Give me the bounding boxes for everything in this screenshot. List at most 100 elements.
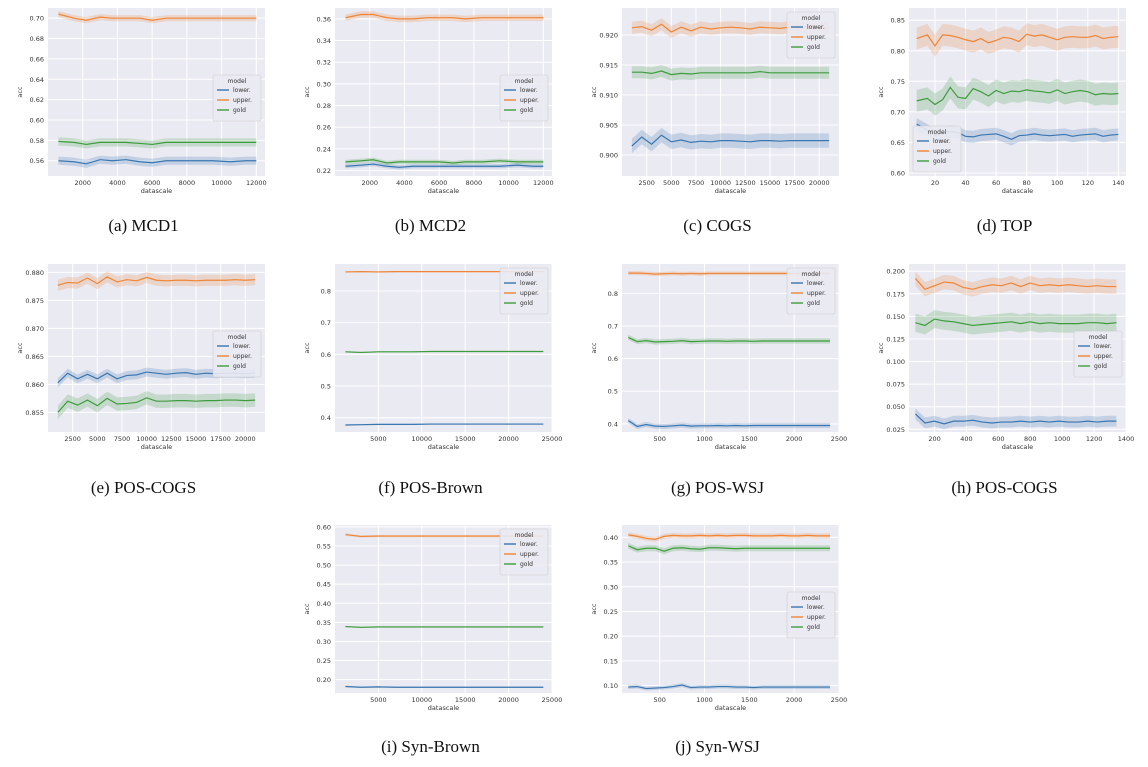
legend-title: model — [515, 271, 534, 278]
legend-label: lower. — [233, 87, 251, 94]
x-tick-label: 1000 — [696, 696, 713, 704]
x-tick-label: 7500 — [114, 435, 131, 443]
panel-mcd2: 0.22 0.24 0.26 0.28 0.30 0.32 0.34 0.36 2000 4000… — [287, 0, 574, 256]
x-tick-label: 500 — [653, 696, 665, 704]
series-line-lower — [627, 420, 831, 428]
y-tick-label: 0.920 — [599, 32, 618, 40]
legend-label: gold — [1094, 363, 1107, 370]
panel-syn-brown: 0.20 0.25 0.30 0.35 0.40 0.45 0.50 0.55 0.60 5000… — [287, 517, 574, 767]
x-tick-label: 4000 — [109, 179, 126, 187]
legend-title: model — [228, 78, 247, 85]
legend-label: upper. — [233, 97, 252, 104]
x-tick-label: 6000 — [431, 179, 448, 187]
x-tick-label: 12000 — [246, 179, 267, 187]
series-band-upper — [916, 23, 1119, 57]
y-tick-label: 0.36 — [317, 15, 331, 23]
x-tick-label: 140 — [1112, 179, 1124, 187]
y-tick-label: 0.200 — [886, 268, 905, 276]
x-tick-label: 20000 — [809, 179, 830, 187]
y-axis-label: acc — [16, 342, 24, 354]
x-axis-label: datascale — [141, 187, 172, 195]
legend-label: upper. — [807, 290, 826, 297]
chart-mcd1: 0.56 0.58 0.60 0.62 0.64 0.66 0.68 0.70 2000 4000… — [16, 8, 267, 195]
y-tick-label: 0.125 — [886, 335, 905, 343]
y-tick-label: 0.025 — [886, 426, 905, 434]
y-tick-label: 0.4 — [321, 414, 331, 422]
caption-pos-brown: (f) POS-Brown — [378, 478, 483, 497]
x-tick-label: 17500 — [784, 179, 805, 187]
x-tick-label: 2000 — [361, 179, 378, 187]
legend-label: upper. — [520, 97, 539, 104]
y-tick-label: 0.68 — [30, 35, 44, 43]
y-tick-label: 0.66 — [30, 55, 44, 63]
y-tick-label: 0.7 — [608, 322, 618, 330]
x-tick-label: 200 — [928, 435, 940, 443]
legend-label: upper. — [520, 551, 539, 558]
legend-label: lower. — [1094, 343, 1112, 350]
legend-label: upper. — [233, 353, 252, 360]
y-tick-label: 0.60 — [30, 117, 44, 125]
y-tick-label: 0.880 — [25, 269, 44, 277]
x-tick-label: 1400 — [1118, 435, 1135, 443]
legend-label: gold — [233, 363, 246, 370]
legend-label: gold — [933, 158, 946, 165]
x-tick-label: 20000 — [235, 435, 256, 443]
y-tick-label: 0.20 — [317, 676, 331, 684]
y-tick-label: 0.30 — [317, 80, 331, 88]
legend-label: gold — [520, 300, 533, 307]
x-axis-label: datascale — [715, 704, 746, 712]
x-tick-label: 7500 — [688, 179, 705, 187]
y-tick-label: 0.62 — [30, 96, 44, 104]
panel-mcd1: 0.56 0.58 0.60 0.62 0.64 0.66 0.68 0.70 2000 4000… — [0, 0, 287, 256]
x-tick-label: 12500 — [735, 179, 756, 187]
caption-pos-cogs-h: (h) POS-COGS — [951, 478, 1058, 497]
x-tick-label: 1000 — [1054, 435, 1071, 443]
series-line-gold — [628, 336, 831, 343]
chart-mcd2: 0.22 0.24 0.26 0.28 0.30 0.32 0.34 0.36 2000 4000… — [303, 8, 554, 195]
x-axis-label: datascale — [428, 443, 459, 451]
series-line-upper — [916, 33, 1119, 47]
legend-title: model — [928, 129, 947, 136]
y-tick-label: 0.70 — [891, 108, 905, 116]
legend-label: gold — [807, 624, 820, 631]
legend-title: model — [802, 595, 821, 602]
series-band-lower — [916, 117, 1119, 146]
x-tick-label: 100 — [1051, 179, 1063, 187]
y-tick-label: 0.32 — [317, 59, 331, 67]
y-tick-label: 0.28 — [317, 102, 331, 110]
caption-syn-wsj: (j) Syn-WSJ — [675, 737, 760, 756]
y-axis-label: acc — [590, 342, 598, 354]
x-tick-label: 2500 — [831, 435, 848, 443]
series-line-lower — [345, 423, 544, 426]
chart-pos-wsj: 0.4 0.5 0.6 0.7 0.8 500 1000 1500 2000 2500 datasc… — [590, 264, 848, 451]
x-tick-label: 5000 — [89, 435, 106, 443]
y-tick-label: 0.25 — [317, 657, 331, 665]
y-tick-label: 0.050 — [886, 403, 905, 411]
series-line-upper — [345, 13, 544, 20]
x-tick-label: 2000 — [786, 435, 803, 443]
x-tick-label: 80 — [1023, 179, 1031, 187]
legend-title: model — [515, 532, 534, 539]
x-tick-label: 12500 — [161, 435, 182, 443]
legend-label: upper. — [807, 34, 826, 41]
y-tick-label: 0.22 — [317, 167, 331, 175]
series-band-lower — [915, 408, 1117, 430]
series-line-gold — [916, 86, 1119, 106]
y-tick-label: 0.25 — [604, 608, 618, 616]
y-tick-label: 0.5 — [608, 388, 618, 396]
panel-syn-wsj: 0.10 0.15 0.20 0.25 0.30 0.35 0.40 500 1000 1500 2… — [574, 517, 861, 767]
y-tick-label: 0.45 — [317, 581, 331, 589]
y-tick-label: 0.80 — [891, 47, 905, 55]
legend-label: lower. — [520, 87, 538, 94]
y-tick-label: 0.60 — [891, 169, 905, 177]
panel-pos-cogs-e: 0.855 0.860 0.865 0.870 0.875 0.880 2500 5000 75… — [0, 256, 287, 512]
y-tick-label: 0.20 — [604, 633, 618, 641]
caption-mcd1: (a) MCD1 — [108, 216, 179, 235]
series-band-upper — [628, 532, 831, 542]
series-line-upper — [58, 13, 257, 21]
x-tick-label: 2000 — [786, 696, 803, 704]
legend-label: lower. — [807, 280, 825, 287]
x-tick-label: 2500 — [831, 696, 848, 704]
y-tick-label: 0.24 — [317, 145, 331, 153]
panel-pos-brown: 0.4 0.5 0.6 0.7 0.8 5000 10000 15000 20000 25000 d… — [287, 256, 574, 512]
